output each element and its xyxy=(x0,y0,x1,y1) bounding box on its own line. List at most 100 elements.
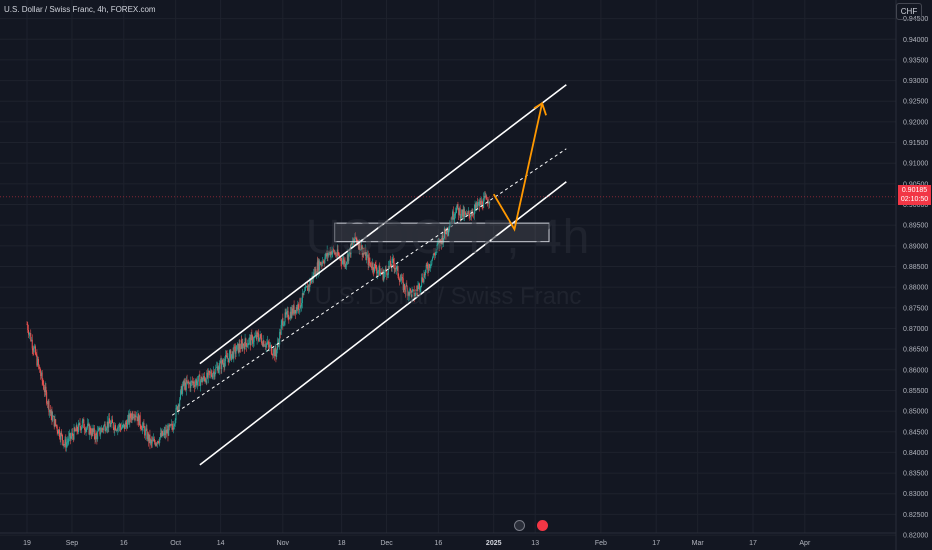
candle-body xyxy=(264,346,266,347)
candle-body xyxy=(236,345,238,351)
candle-body xyxy=(197,375,199,382)
candle-body xyxy=(274,347,276,357)
candle-body xyxy=(260,334,262,338)
candle-body xyxy=(261,337,263,344)
candle-body xyxy=(424,273,426,276)
candle-body xyxy=(154,442,156,446)
candle-body xyxy=(322,261,324,264)
candle-body xyxy=(463,208,465,217)
candle-body xyxy=(404,284,406,290)
candle-body xyxy=(112,419,114,423)
candle-body xyxy=(436,244,438,250)
candle-body xyxy=(374,263,376,265)
candle-body xyxy=(411,290,413,297)
candle-body xyxy=(330,250,332,255)
candle-body xyxy=(231,354,233,361)
chart-title: U.S. Dollar / Swiss Franc, 4h, FOREX.com xyxy=(4,5,156,14)
candle-body xyxy=(415,290,417,296)
candle-body xyxy=(247,344,249,346)
candle-body xyxy=(81,420,83,426)
candle-body xyxy=(363,251,365,253)
candle-body xyxy=(483,198,485,208)
candle-body xyxy=(135,416,137,418)
candle-body xyxy=(437,243,439,245)
price-tick-label: 0.87500 xyxy=(903,305,928,312)
candle-body xyxy=(197,381,199,386)
candle-body xyxy=(95,432,97,435)
candle-body xyxy=(429,264,431,268)
candle-body xyxy=(309,280,311,287)
candle-body xyxy=(66,441,68,443)
candle-body xyxy=(240,348,242,349)
grid-lines xyxy=(0,0,896,536)
candle-body xyxy=(65,439,67,448)
candle-body xyxy=(125,422,127,425)
lightning-icon[interactable] xyxy=(514,520,525,531)
price-tick-label: 0.89500 xyxy=(903,223,928,230)
candle-body xyxy=(222,363,224,364)
candle-body xyxy=(357,243,359,249)
candle-body xyxy=(93,428,95,432)
candle-body xyxy=(296,307,298,310)
candle-body xyxy=(37,359,39,366)
candle-body xyxy=(443,228,445,239)
candle-body xyxy=(97,429,99,432)
candle-body xyxy=(192,381,194,383)
candle-body xyxy=(153,439,155,443)
candle-body xyxy=(360,245,362,250)
candle-body xyxy=(249,337,251,346)
candle-body xyxy=(213,371,215,377)
candle-body xyxy=(214,373,216,377)
candle-body xyxy=(360,249,362,251)
candle-body xyxy=(489,201,491,204)
candle-body xyxy=(138,415,140,426)
candle-body xyxy=(352,242,354,245)
candle-body xyxy=(368,257,370,262)
candle-body xyxy=(281,321,283,325)
candle-body xyxy=(242,343,244,349)
candle-body xyxy=(486,195,488,200)
candle-body xyxy=(98,427,100,430)
currency-button[interactable]: CHF xyxy=(896,3,922,20)
candle-body xyxy=(78,423,80,424)
candle-body xyxy=(159,437,161,443)
candle-body xyxy=(420,285,422,289)
candle-body xyxy=(317,260,319,273)
candle-body xyxy=(365,250,367,260)
price-tick-label: 0.85500 xyxy=(903,388,928,395)
candle-body xyxy=(118,424,120,427)
candle-body xyxy=(185,382,187,390)
candle-body xyxy=(340,257,342,262)
candle-body xyxy=(40,372,42,376)
candle-body xyxy=(90,433,92,436)
candle-body xyxy=(149,434,151,444)
candle-body xyxy=(217,366,219,373)
projection-arrow-head xyxy=(533,101,547,116)
candle-body xyxy=(126,424,128,429)
flag-icon[interactable] xyxy=(537,520,548,531)
candle-body xyxy=(138,414,140,426)
candle-body xyxy=(240,340,242,343)
candle-body xyxy=(194,383,196,387)
price-tick-label: 0.83000 xyxy=(903,491,928,498)
candle-body xyxy=(109,423,111,427)
candle-body xyxy=(51,410,53,421)
candle-body xyxy=(178,404,180,407)
candle-body xyxy=(246,345,248,348)
candle-body xyxy=(166,429,168,434)
candle-body xyxy=(248,339,250,345)
candle-body xyxy=(224,361,226,368)
candle-body xyxy=(468,211,470,215)
candle-body xyxy=(254,336,256,338)
candle-body xyxy=(100,432,102,435)
candle-body xyxy=(152,440,154,442)
current-price-label: 0.90185 02:10:50 xyxy=(898,185,931,205)
price-tick-label: 0.91500 xyxy=(903,140,928,147)
candle-body xyxy=(307,285,309,291)
candle-body xyxy=(335,255,337,257)
candle-body xyxy=(243,343,245,346)
price-tick-label: 0.88000 xyxy=(903,285,928,292)
candle-body xyxy=(270,345,272,354)
candle-body xyxy=(114,425,116,431)
